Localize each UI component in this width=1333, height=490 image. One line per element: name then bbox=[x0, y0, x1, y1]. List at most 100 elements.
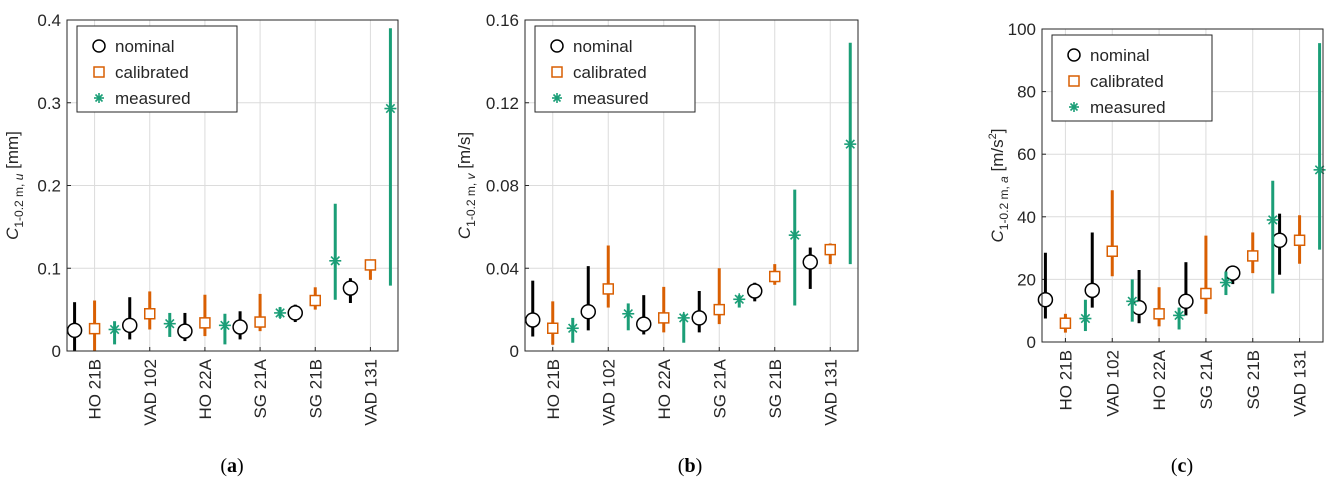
y-axis-label: C1-0.2 m, a [m/s2] bbox=[987, 128, 1011, 242]
data-point-nominal bbox=[802, 254, 818, 270]
y-tick-label: 0 bbox=[510, 342, 519, 361]
legend-marker-circle bbox=[550, 39, 564, 53]
data-point-measured bbox=[1266, 213, 1279, 226]
data-point-calibrated bbox=[1247, 250, 1259, 262]
data-point-measured bbox=[677, 311, 690, 324]
data-point-nominal bbox=[342, 280, 359, 296]
y-tick-label: 0.12 bbox=[486, 94, 519, 113]
x-tick-label: SG 21B bbox=[306, 359, 325, 419]
chart-panel-c: 0 20 40 60 80 100 HO 21B VAD 102 HO 22A SG 21A SG … bbox=[987, 20, 1326, 477]
legend-label-measured: measured bbox=[1090, 98, 1166, 117]
data-point-nominal bbox=[287, 305, 303, 321]
legend-marker-circle bbox=[1067, 48, 1081, 62]
data-point-measured bbox=[566, 322, 579, 335]
data-point-calibrated bbox=[1153, 308, 1165, 320]
y-axis-label: C1-0.2 m, u [mm] bbox=[3, 131, 26, 240]
data-point-calibrated bbox=[144, 308, 156, 320]
data-point-measured bbox=[218, 319, 231, 332]
legend-label-nominal: nominal bbox=[1090, 46, 1150, 65]
data-point-calibrated bbox=[1200, 287, 1212, 300]
data-point-nominal bbox=[1037, 291, 1054, 308]
data-point-measured bbox=[1219, 276, 1232, 289]
legend-label-nominal: nominal bbox=[115, 37, 175, 56]
y-tick-label: 0.04 bbox=[486, 259, 519, 278]
y-tick-label: 0.4 bbox=[37, 11, 61, 30]
y-axis-label: C1-0.2 m, v [m/s] bbox=[455, 132, 478, 239]
data-point-calibrated bbox=[199, 317, 211, 329]
legend-marker-square bbox=[551, 66, 563, 78]
data-point-measured bbox=[1126, 295, 1139, 308]
data-point-calibrated bbox=[1059, 317, 1072, 329]
data-point-nominal bbox=[1084, 282, 1100, 299]
data-point-nominal bbox=[691, 310, 707, 326]
data-point-calibrated bbox=[1293, 234, 1306, 247]
data-point-calibrated bbox=[254, 316, 266, 328]
data-point-measured bbox=[274, 306, 287, 319]
x-tick-label: HO 22A bbox=[655, 358, 674, 419]
chart-panel-b: 0 0.04 0.08 0.12 0.16 HO 21B VAD 102 HO 22A SG 2… bbox=[455, 11, 859, 477]
legend-marker-square bbox=[1068, 75, 1080, 87]
legend-label-calibrated: calibrated bbox=[1090, 72, 1164, 91]
x-tick-label: VAD 131 bbox=[1291, 350, 1310, 417]
y-tick-label: 20 bbox=[1017, 270, 1036, 289]
y-tick-label: 100 bbox=[1008, 20, 1036, 39]
panel-label: (b) bbox=[678, 455, 702, 477]
x-tick-label: HO 21B bbox=[544, 359, 563, 419]
legend-marker-asterisk bbox=[1069, 102, 1079, 112]
y-tick-label: 0 bbox=[52, 342, 61, 361]
data-point-measured bbox=[733, 293, 746, 306]
data-point-calibrated bbox=[658, 312, 670, 324]
data-point-nominal bbox=[66, 322, 83, 339]
data-point-nominal bbox=[177, 323, 193, 339]
panel-label: (c) bbox=[1171, 455, 1193, 477]
y-tick-label: 0 bbox=[1027, 333, 1036, 352]
panel-label: (a) bbox=[220, 455, 243, 477]
y-tick-label: 0.1 bbox=[37, 259, 61, 278]
data-point-calibrated bbox=[547, 322, 559, 334]
x-tick-label: VAD 131 bbox=[821, 359, 840, 426]
legend-label-measured: measured bbox=[573, 89, 649, 108]
data-point-calibrated bbox=[602, 283, 614, 295]
x-tick-label: SG 21A bbox=[251, 358, 270, 418]
x-tick-label: HO 21B bbox=[1056, 350, 1075, 410]
legend-label-measured: measured bbox=[115, 89, 191, 108]
data-point-measured bbox=[384, 102, 397, 115]
data-point-nominal bbox=[232, 319, 248, 335]
x-tick-label: SG 21A bbox=[1197, 349, 1216, 409]
legend-label-calibrated: calibrated bbox=[573, 63, 647, 82]
x-tick-label: HO 22A bbox=[1150, 349, 1169, 410]
data-point-measured bbox=[163, 317, 176, 330]
x-tick-label: VAD 131 bbox=[361, 359, 380, 426]
x-tick-label: HO 21B bbox=[86, 359, 105, 419]
y-tick-label: 0.2 bbox=[37, 177, 61, 196]
y-tick-label: 60 bbox=[1017, 145, 1036, 164]
data-point-measured bbox=[844, 138, 857, 151]
data-point-calibrated bbox=[824, 243, 836, 256]
y-tick-label: 0.08 bbox=[486, 177, 519, 196]
legend-marker-square bbox=[93, 66, 105, 78]
x-tick-label: SG 21B bbox=[1244, 350, 1263, 410]
data-point-nominal bbox=[1225, 265, 1241, 281]
y-tick-label: 0.3 bbox=[37, 94, 61, 113]
data-point-nominal bbox=[580, 303, 596, 320]
data-point-calibrated bbox=[1106, 245, 1118, 257]
data-point-measured bbox=[108, 323, 121, 336]
x-tick-label: VAD 102 bbox=[141, 359, 160, 426]
data-point-measured bbox=[622, 307, 635, 320]
y-tick-label: 0.16 bbox=[486, 11, 519, 30]
data-point-nominal bbox=[525, 312, 541, 328]
data-point-nominal bbox=[1271, 232, 1288, 249]
data-point-calibrated bbox=[309, 294, 321, 307]
legend-marker-asterisk bbox=[552, 93, 562, 103]
data-point-nominal bbox=[636, 316, 652, 332]
legend-marker-circle bbox=[92, 39, 106, 53]
y-tick-label: 80 bbox=[1017, 83, 1036, 102]
x-tick-label: HO 22A bbox=[196, 358, 215, 419]
data-point-nominal bbox=[747, 283, 763, 299]
data-point-calibrated bbox=[88, 322, 101, 335]
legend-label-calibrated: calibrated bbox=[115, 63, 189, 82]
data-point-measured bbox=[1079, 312, 1092, 325]
chart-panel-a: 0 0.1 0.2 0.3 0.4 HO 21B VAD 102 HO 22A SG 21A SG… bbox=[3, 11, 399, 477]
axis-box bbox=[524, 19, 859, 352]
